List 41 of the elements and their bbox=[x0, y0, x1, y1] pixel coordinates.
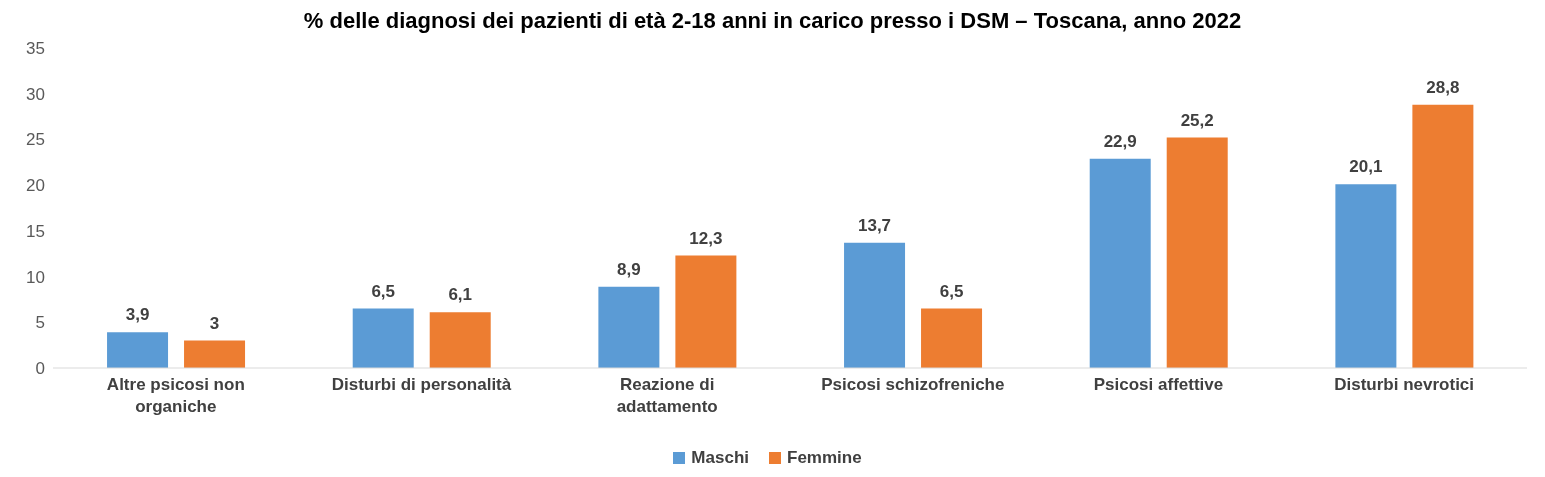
x-tick-label: Reazione di adattamento bbox=[616, 375, 718, 416]
bar bbox=[1089, 158, 1151, 368]
bar bbox=[352, 308, 414, 368]
x-tick-label: Disturbi di personalità bbox=[331, 375, 512, 394]
data-label: 3,9 bbox=[125, 305, 150, 325]
data-label: 12,3 bbox=[689, 228, 723, 248]
data-label: 6,5 bbox=[371, 281, 396, 301]
bar bbox=[921, 308, 983, 368]
x-tick-label: Psicosi schizofreniche bbox=[821, 375, 1005, 394]
y-tick-label: 30 bbox=[26, 84, 45, 104]
data-label: 22,9 bbox=[1103, 131, 1137, 151]
data-label: 20,1 bbox=[1349, 157, 1383, 177]
y-tick-label: 15 bbox=[26, 221, 45, 241]
x-tick-label: Psicosi affettive bbox=[1093, 375, 1224, 394]
bar bbox=[107, 332, 169, 368]
y-tick-label: 20 bbox=[26, 176, 45, 196]
y-tick-label: 10 bbox=[26, 267, 45, 287]
bar bbox=[1412, 104, 1474, 368]
data-label: 6,1 bbox=[448, 285, 473, 305]
data-label: 13,7 bbox=[858, 215, 892, 235]
bar bbox=[844, 242, 906, 368]
bar bbox=[598, 286, 660, 368]
y-tick-label: 0 bbox=[35, 359, 45, 379]
data-label: 8,9 bbox=[617, 259, 641, 279]
y-tick-label: 5 bbox=[35, 313, 45, 333]
bar bbox=[1166, 137, 1228, 368]
bar bbox=[184, 340, 246, 368]
data-label: 25,2 bbox=[1180, 110, 1214, 130]
legend-label: Femmine bbox=[786, 448, 862, 468]
bar bbox=[675, 255, 737, 368]
data-label: 28,8 bbox=[1426, 77, 1460, 97]
x-tick-label: Altre psicosi non organiche bbox=[106, 375, 245, 416]
y-tick-label: 35 bbox=[26, 39, 45, 59]
y-tick-label: 25 bbox=[26, 130, 45, 150]
x-tick-label: Disturbi nevrotici bbox=[1334, 375, 1475, 394]
chart-title: % delle diagnosi dei pazienti di età 2-18 anni in carico presso i DSM – Toscana, anno 2022 bbox=[302, 8, 1243, 35]
legend-label: Maschi bbox=[690, 448, 749, 468]
bar bbox=[1335, 184, 1397, 368]
data-label: 6,5 bbox=[939, 281, 964, 301]
data-label: 3 bbox=[209, 313, 220, 333]
bar bbox=[429, 312, 491, 368]
